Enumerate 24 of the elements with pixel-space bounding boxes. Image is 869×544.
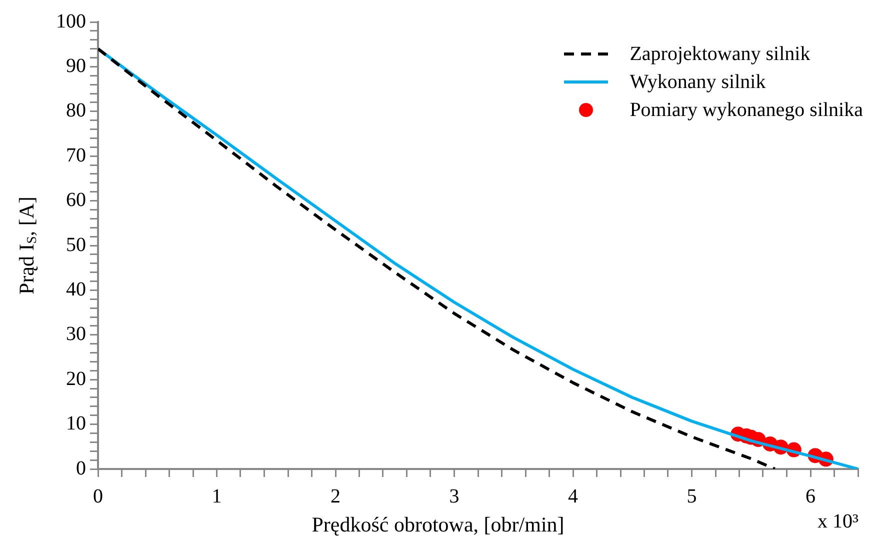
y-tick-label: 60 bbox=[66, 189, 86, 212]
x-tick-label: 4 bbox=[568, 485, 578, 508]
y-tick-label: 20 bbox=[66, 368, 86, 390]
y-tick-label: 80 bbox=[66, 100, 86, 122]
y-tick-label: 50 bbox=[66, 234, 86, 256]
text: x 10³ bbox=[818, 510, 858, 532]
y-axis-title: Prąd IS, [A] bbox=[14, 196, 39, 294]
y-tick-label: 30 bbox=[66, 323, 86, 346]
x-tick-label: 2 bbox=[330, 485, 340, 508]
x-axis-title: Prędkość obrotowa, [obr/min] bbox=[312, 512, 564, 537]
x-tick-label: 5 bbox=[686, 485, 697, 508]
x-tick-label: 1 bbox=[212, 485, 222, 508]
y-tick-label: 0 bbox=[76, 457, 86, 480]
x-tick-label: 6 bbox=[806, 485, 816, 508]
y-tick-label: 70 bbox=[66, 144, 86, 166]
x-tick-label: 0 bbox=[93, 485, 103, 508]
y-tick-label: 100 bbox=[56, 10, 86, 32]
y-tick-label: 10 bbox=[66, 412, 86, 435]
legend-label: Pomiary wykonanego silnika bbox=[630, 98, 863, 122]
legend-label: Wykonany silnik bbox=[630, 70, 766, 94]
y-tick-label: 40 bbox=[66, 278, 86, 300]
y-tick-label: 90 bbox=[66, 54, 86, 77]
x-tick-label: 3 bbox=[449, 485, 460, 508]
legend-label: Zaprojektowany silnik bbox=[630, 42, 810, 66]
